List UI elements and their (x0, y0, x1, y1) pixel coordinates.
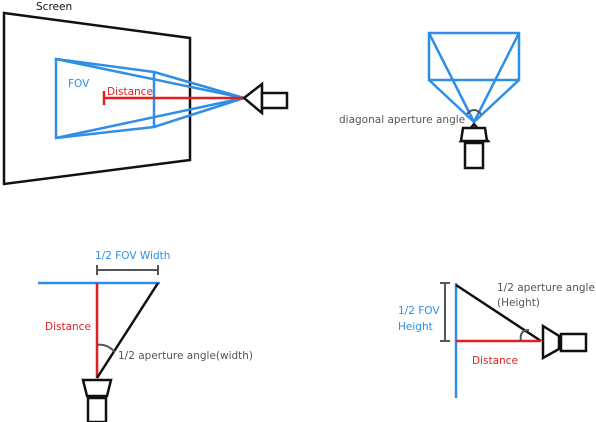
fov-width-label: 1/2 FOV Width (95, 250, 170, 262)
screen-label: Screen (36, 1, 72, 13)
half-angle-width-label: 1/2 aperture angle(width) (118, 350, 253, 362)
panel-diagonal-angle: diagonal aperture angle (339, 31, 521, 170)
fov-label: FOV (68, 78, 90, 90)
screen-panel (2, 11, 192, 186)
diagonal-angle-arc (466, 109, 482, 115)
camera-icon (541, 323, 588, 361)
half-angle-arc (519, 329, 530, 342)
camera-icon (242, 81, 289, 116)
camera-icon (458, 121, 491, 170)
half-angle-height-label-line2: (Height) (497, 297, 540, 309)
aperture-ray (95, 282, 160, 379)
aperture-ray (455, 283, 542, 343)
fov-height-label-line1: 1/2 FOV (398, 305, 440, 317)
diagonal-angle-label: diagonal aperture angle (339, 114, 465, 126)
panel-half-angle-width: 1/2 FOV Width Distance 1/2 aperture angl… (38, 250, 253, 422)
half-angle-height-label-line1: 1/2 aperture angle (497, 282, 595, 294)
distance-label: Distance (472, 355, 518, 367)
half-angle-arc (96, 343, 116, 353)
panel-half-angle-height: 1/2 FOV Height 1/2 aperture angle (Heigh… (398, 282, 595, 398)
fov-height-label-line2: Height (398, 321, 433, 333)
distance-label: Distance (107, 86, 153, 98)
distance-label: Distance (45, 321, 91, 333)
camera-icon (81, 378, 113, 422)
panel-screen-fov: Screen FOV Distance (2, 1, 289, 186)
fov-frustum (427, 31, 521, 123)
fov-projection-lines (55, 57, 245, 140)
